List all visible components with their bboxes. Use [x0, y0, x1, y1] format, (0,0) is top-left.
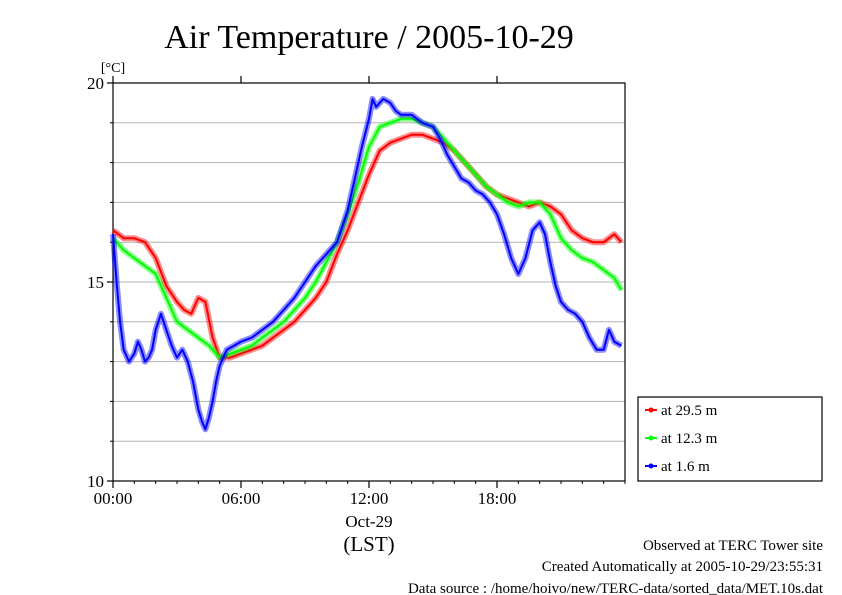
legend-label: at 1.6 m: [661, 459, 710, 475]
legend-box: [637, 396, 823, 482]
x-axis-ticks: 00:00 06:00 12:00 18:00: [94, 76, 626, 508]
data-series: [110, 95, 624, 433]
legend-label: at 12.3 m: [661, 431, 718, 447]
x-axis-date-label: Oct-29: [345, 512, 392, 531]
y-axis-unit-label: [°C]: [101, 61, 125, 76]
series-line-0: [112, 133, 623, 359]
legend-marker: [648, 435, 654, 441]
y-tick-label: 15: [87, 273, 104, 292]
footer-created: Created Automatically at 2005-10-29/23:5…: [542, 559, 823, 575]
x-tick-label: 06:00: [222, 489, 261, 508]
y-tick-label: 20: [87, 74, 104, 93]
series-line-1: [112, 117, 623, 359]
footer-site: Observed at TERC Tower site: [643, 538, 823, 554]
legend-marker: [648, 463, 654, 469]
legend-marker: [648, 407, 654, 413]
chart-title: Air Temperature / 2005-10-29: [164, 19, 574, 56]
footer-source: Data source : /home/hoivo/new/TERC-data/…: [408, 581, 824, 595]
x-tick-label: 00:00: [94, 489, 133, 508]
x-tick-label: 12:00: [350, 489, 389, 508]
y-tick-label: 10: [87, 472, 104, 491]
y-axis-ticks: 10 15 20: [87, 74, 113, 491]
legend-label: at 29.5 m: [661, 403, 718, 419]
series-line-2: [112, 97, 622, 431]
x-axis-label: (LST): [343, 532, 394, 556]
x-tick-label: 18:00: [478, 489, 517, 508]
legend: at 29.5 m at 12.3 m at 1.6 m: [637, 396, 823, 482]
